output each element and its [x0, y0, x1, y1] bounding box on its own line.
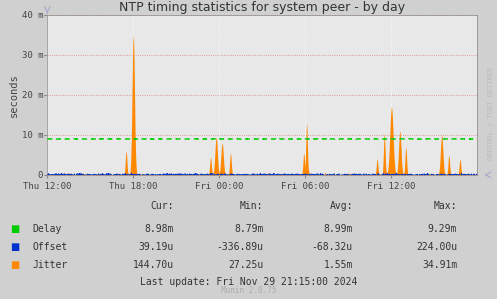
Text: Max:: Max:	[434, 201, 457, 211]
Title: NTP timing statistics for system peer - by day: NTP timing statistics for system peer - …	[119, 1, 405, 14]
Text: Thu 18:00: Thu 18:00	[109, 182, 158, 191]
Text: ■: ■	[10, 260, 19, 270]
Text: 8.79m: 8.79m	[234, 224, 263, 234]
Text: Min:: Min:	[240, 201, 263, 211]
Text: Delay: Delay	[32, 224, 62, 234]
Text: -68.32u: -68.32u	[312, 242, 353, 252]
Text: Cur:: Cur:	[151, 201, 174, 211]
Text: RRDTOOL / TOBI OETIKER: RRDTOOL / TOBI OETIKER	[488, 67, 494, 160]
Text: Munin 2.0.75: Munin 2.0.75	[221, 286, 276, 295]
Text: 39.19u: 39.19u	[139, 242, 174, 252]
Text: 8.98m: 8.98m	[145, 224, 174, 234]
Text: Last update: Fri Nov 29 21:15:00 2024: Last update: Fri Nov 29 21:15:00 2024	[140, 277, 357, 287]
Text: Jitter: Jitter	[32, 260, 68, 270]
Text: 27.25u: 27.25u	[228, 260, 263, 270]
Y-axis label: seconds: seconds	[9, 73, 19, 117]
Text: ■: ■	[10, 224, 19, 234]
Text: Fri 12:00: Fri 12:00	[367, 182, 415, 191]
Text: 9.29m: 9.29m	[428, 224, 457, 234]
Text: Fri 06:00: Fri 06:00	[281, 182, 330, 191]
Text: Offset: Offset	[32, 242, 68, 252]
Text: Fri 00:00: Fri 00:00	[195, 182, 244, 191]
Text: 144.70u: 144.70u	[133, 260, 174, 270]
Text: 34.91m: 34.91m	[422, 260, 457, 270]
Text: 1.55m: 1.55m	[324, 260, 353, 270]
Text: Thu 12:00: Thu 12:00	[23, 182, 72, 191]
Text: 224.00u: 224.00u	[416, 242, 457, 252]
Text: Avg:: Avg:	[330, 201, 353, 211]
Text: -336.89u: -336.89u	[216, 242, 263, 252]
Text: 8.99m: 8.99m	[324, 224, 353, 234]
Text: ■: ■	[10, 242, 19, 252]
